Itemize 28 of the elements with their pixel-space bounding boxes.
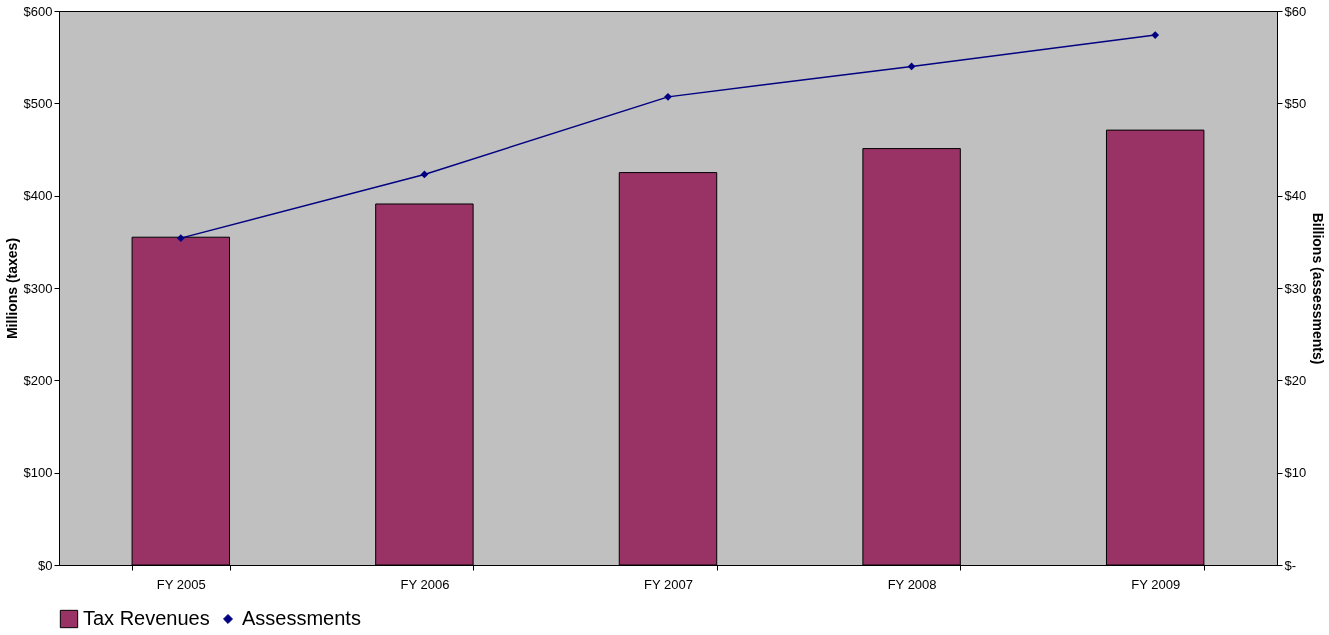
- point: [176, 234, 185, 243]
- y2-tick-label: $20: [1284, 372, 1307, 388]
- y2-tick-label: $40: [1284, 188, 1307, 204]
- x-tick-label: FY 2007: [644, 576, 693, 592]
- y2-axis-title: Billions (assessments): [1310, 212, 1327, 365]
- x-tick-label: FY 2008: [887, 576, 937, 592]
- y-tick-label: $200: [23, 372, 53, 388]
- y2-tick-label: $60: [1284, 3, 1307, 19]
- legend-label: Tax Revenues: [83, 607, 210, 629]
- x-tick-label: FY 2006: [400, 576, 450, 592]
- point: [420, 170, 429, 179]
- x-tick-label: FY 2009: [1131, 576, 1181, 592]
- y-tick-label: $500: [23, 95, 53, 111]
- point: [907, 62, 916, 71]
- y-axis-title: Millions (taxes): [3, 237, 20, 340]
- y2-tick-label: $-: [1284, 557, 1297, 573]
- y2-tick-label: $10: [1284, 465, 1307, 481]
- y-tick-label: $100: [23, 465, 53, 481]
- point: [1151, 31, 1160, 39]
- y-tick-label: $0: [38, 557, 53, 573]
- point: [664, 93, 672, 101]
- y2-tick-label: $50: [1284, 95, 1307, 111]
- y-tick-label: $300: [23, 280, 53, 296]
- y-tick-label: $400: [23, 188, 53, 204]
- legend-label: Assessments: [242, 607, 361, 629]
- y2-tick-label: $30: [1284, 280, 1307, 296]
- x-tick-label: FY 2005: [156, 576, 206, 592]
- y-tick-label: $600: [23, 3, 53, 19]
